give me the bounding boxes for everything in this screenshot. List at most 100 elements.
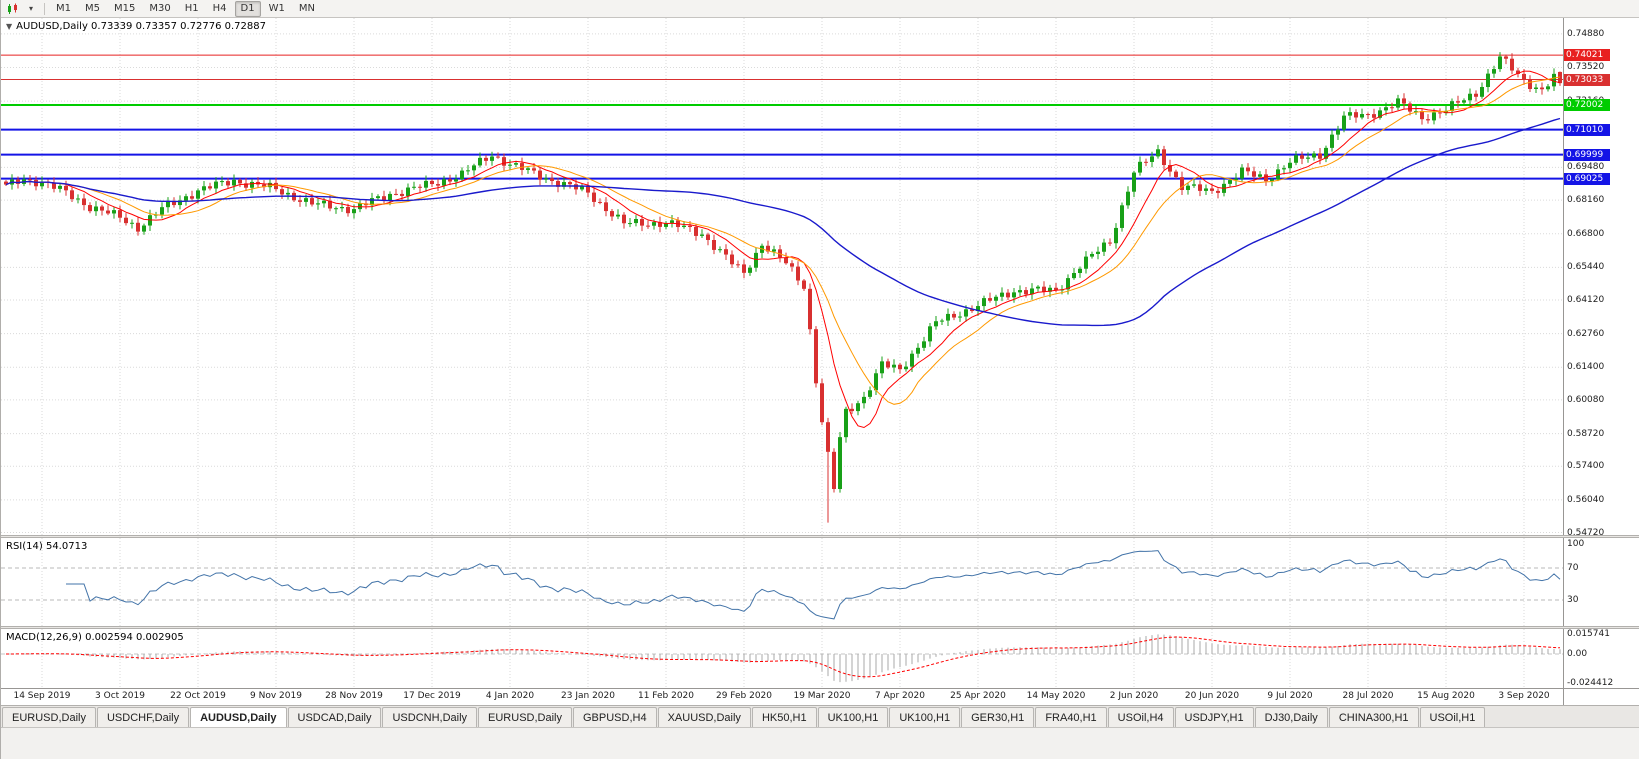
price-axis-tick: 0.65440 (1567, 262, 1605, 273)
date-label: 28 Jul 2020 (1342, 691, 1394, 701)
chart-type-icon[interactable] (5, 2, 21, 16)
date-label: 4 Jan 2020 (485, 691, 535, 701)
price-axis-tick: 0.68160 (1567, 195, 1605, 206)
price-axis-tick: 0.66800 (1567, 228, 1605, 239)
chart-tab-usdcnh-daily[interactable]: USDCNH,Daily (382, 707, 478, 727)
macd-axis-tick: 0.00 (1567, 648, 1588, 659)
price-axis-tick: 0.57400 (1567, 461, 1605, 472)
chart-tab-fra40-h1[interactable]: FRA40,H1 (1035, 707, 1107, 727)
rsi-plot[interactable]: RSI(14) 54.0713 (1, 538, 1564, 626)
timeframe-button-w1[interactable]: W1 (268, 2, 285, 14)
price-axis-tick: 0.58720 (1567, 428, 1605, 439)
price-axis[interactable]: 0.748800.735200.721600.694800.681600.668… (1564, 18, 1639, 535)
chart-tab-china300-h1[interactable]: CHINA300,H1 (1328, 707, 1419, 727)
chart-tab-usoil-h1[interactable]: USOil,H1 (1419, 707, 1486, 727)
date-label: 29 Feb 2020 (715, 691, 773, 701)
date-label: 28 Nov 2019 (325, 691, 383, 701)
date-labels: 14 Sep 2019 3 Oct 2019 22 Oct 2019 9 Nov 20… (1, 689, 1564, 705)
price-axis-tick: 0.54720 (1567, 527, 1605, 535)
price-level-label: 0.69999 (1564, 148, 1610, 161)
price-level-label: 0.73033 (1564, 73, 1610, 86)
one-click-collapse-icon[interactable]: ▼ (6, 22, 13, 31)
date-label: 7 Apr 2020 (875, 691, 925, 701)
date-label: 17 Dec 2019 (403, 691, 461, 701)
date-label: 25 Apr 2020 (950, 691, 1006, 701)
rsi-axis-tick: 70 (1567, 563, 1579, 573)
date-axis[interactable]: 14 Sep 2019 3 Oct 2019 22 Oct 2019 9 Nov 20… (1, 688, 1639, 705)
timeframe-button-m5[interactable]: M5 (85, 2, 100, 14)
timeframe-button-h4[interactable]: H4 (212, 2, 227, 14)
price-level-label: 0.71010 (1564, 123, 1610, 136)
chart-tab-audusd-daily[interactable]: AUDUSD,Daily (190, 707, 287, 727)
rsi-label-text: RSI(14) 54.0713 (6, 541, 88, 552)
date-label: 23 Jan 2020 (561, 691, 615, 701)
price-level-label: 0.69025 (1564, 172, 1610, 185)
price-axis-tick: 0.69480 (1567, 162, 1605, 173)
timeframe-button-m30[interactable]: M30 (149, 2, 171, 14)
price-axis-tick: 0.56040 (1567, 494, 1605, 505)
timeframe-button-mn[interactable]: MN (298, 2, 315, 14)
candles-svg[interactable] (1, 18, 1564, 535)
date-label: 19 Mar 2020 (793, 691, 851, 701)
chart-tab-usdcad-daily[interactable]: USDCAD,Daily (287, 707, 382, 727)
chart-title-text: AUDUSD,Daily 0.73339 0.73357 0.72776 0.7… (16, 21, 266, 32)
date-label: 14 May 2020 (1026, 691, 1086, 701)
date-label: 14 Sep 2019 (13, 691, 71, 701)
timeframe-toolbar: ▾ M1 M5 M15 M30 H1 H4 D1 W1 MN (1, 0, 1639, 18)
macd-axis-tick: -0.024412 (1567, 678, 1614, 688)
chart-tab-hk50-h1[interactable]: HK50,H1 (751, 707, 817, 727)
macd-plot[interactable]: MACD(12,26,9) 0.002594 0.002905 (1, 629, 1564, 688)
date-label: 2 Jun 2020 (1109, 691, 1159, 701)
chart-tab-ger30-h1[interactable]: GER30,H1 (961, 707, 1035, 727)
chart-tabs-bar: EURUSD,Daily USDCHF,Daily AUDUSD,Daily USDC… (1, 705, 1639, 727)
price-level-label: 0.74021 (1564, 49, 1610, 62)
timeframe-button-m15[interactable]: M15 (114, 2, 136, 14)
date-label: 15 Aug 2020 (1417, 691, 1475, 701)
price-axis-tick: 0.62760 (1567, 328, 1605, 339)
timeframe-buttons: M1 M5 M15 M30 H1 H4 D1 W1 MN (49, 0, 322, 17)
main-chart-pane: ▼ AUDUSD,Daily 0.73339 0.73357 0.72776 0… (1, 18, 1639, 535)
macd-axis: 0.015741 0.00 -0.024412 (1564, 629, 1639, 688)
chart-tab-eurusd-daily[interactable]: EURUSD,Daily (478, 707, 572, 727)
chart-tab-uk100-h1[interactable]: UK100,H1 (889, 707, 961, 727)
chart-tab-usdchf-daily[interactable]: USDCHF,Daily (96, 707, 190, 727)
rsi-label: RSI(14) 54.0713 (6, 541, 87, 552)
rsi-axis-tick: 30 (1567, 595, 1579, 605)
rsi-pane: RSI(14) 54.0713 100 70 30 (1, 538, 1639, 626)
macd-axis-tick: 0.015741 (1567, 629, 1610, 639)
timeframe-button-h1[interactable]: H1 (184, 2, 199, 14)
chart-tab-usoil-h4[interactable]: USOil,H4 (1107, 707, 1174, 727)
price-axis-tick: 0.60080 (1567, 394, 1605, 405)
chart-dropdown-caret-icon[interactable]: ▾ (28, 4, 33, 13)
timeframe-button-d1[interactable]: D1 (234, 0, 261, 17)
date-label: 3 Sep 2020 (1498, 691, 1550, 701)
pane-splitter-1[interactable] (1, 535, 1639, 538)
chart-tab-dj30-daily[interactable]: DJ30,Daily (1254, 707, 1328, 727)
chart-title: ▼ AUDUSD,Daily 0.73339 0.73357 0.72776 0… (6, 21, 266, 32)
timeframe-button-m1[interactable]: M1 (56, 2, 71, 14)
toolbar-separator (44, 2, 45, 15)
chart-tab-usdjpy-h1[interactable]: USDJPY,H1 (1174, 707, 1254, 727)
pane-splitter-2[interactable] (1, 626, 1639, 629)
rsi-axis-tick: 100 (1567, 539, 1585, 549)
price-axis-tick: 0.64120 (1567, 295, 1605, 305)
price-axis-tick: 0.73520 (1567, 62, 1605, 73)
macd-label-text: MACD(12,26,9) 0.002594 0.002905 (6, 632, 184, 643)
price-level-label: 0.72002 (1564, 99, 1610, 112)
date-axis-corner (1564, 689, 1639, 705)
price-axis-tick: 0.74880 (1567, 28, 1605, 39)
rsi-svg[interactable] (1, 538, 1564, 626)
date-label: 9 Jul 2020 (1267, 691, 1313, 701)
rsi-axis: 100 70 30 (1564, 538, 1639, 626)
macd-svg[interactable] (1, 629, 1564, 688)
chart-tab-gbpusd-h4[interactable]: GBPUSD,H4 (573, 707, 657, 727)
date-label: 11 Feb 2020 (637, 691, 695, 701)
chart-tab-xauusd-daily[interactable]: XAUUSD,Daily (657, 707, 751, 727)
date-label: 22 Oct 2019 (170, 691, 226, 701)
date-label: 20 Jun 2020 (1184, 691, 1240, 701)
chart-tab-eurusd-daily[interactable]: EURUSD,Daily (2, 707, 96, 727)
macd-pane: MACD(12,26,9) 0.002594 0.002905 0.015741… (1, 629, 1639, 688)
chart-tab-uk100-h1[interactable]: UK100,H1 (817, 707, 889, 727)
candlestick-plot[interactable]: ▼ AUDUSD,Daily 0.73339 0.73357 0.72776 0… (1, 18, 1564, 535)
